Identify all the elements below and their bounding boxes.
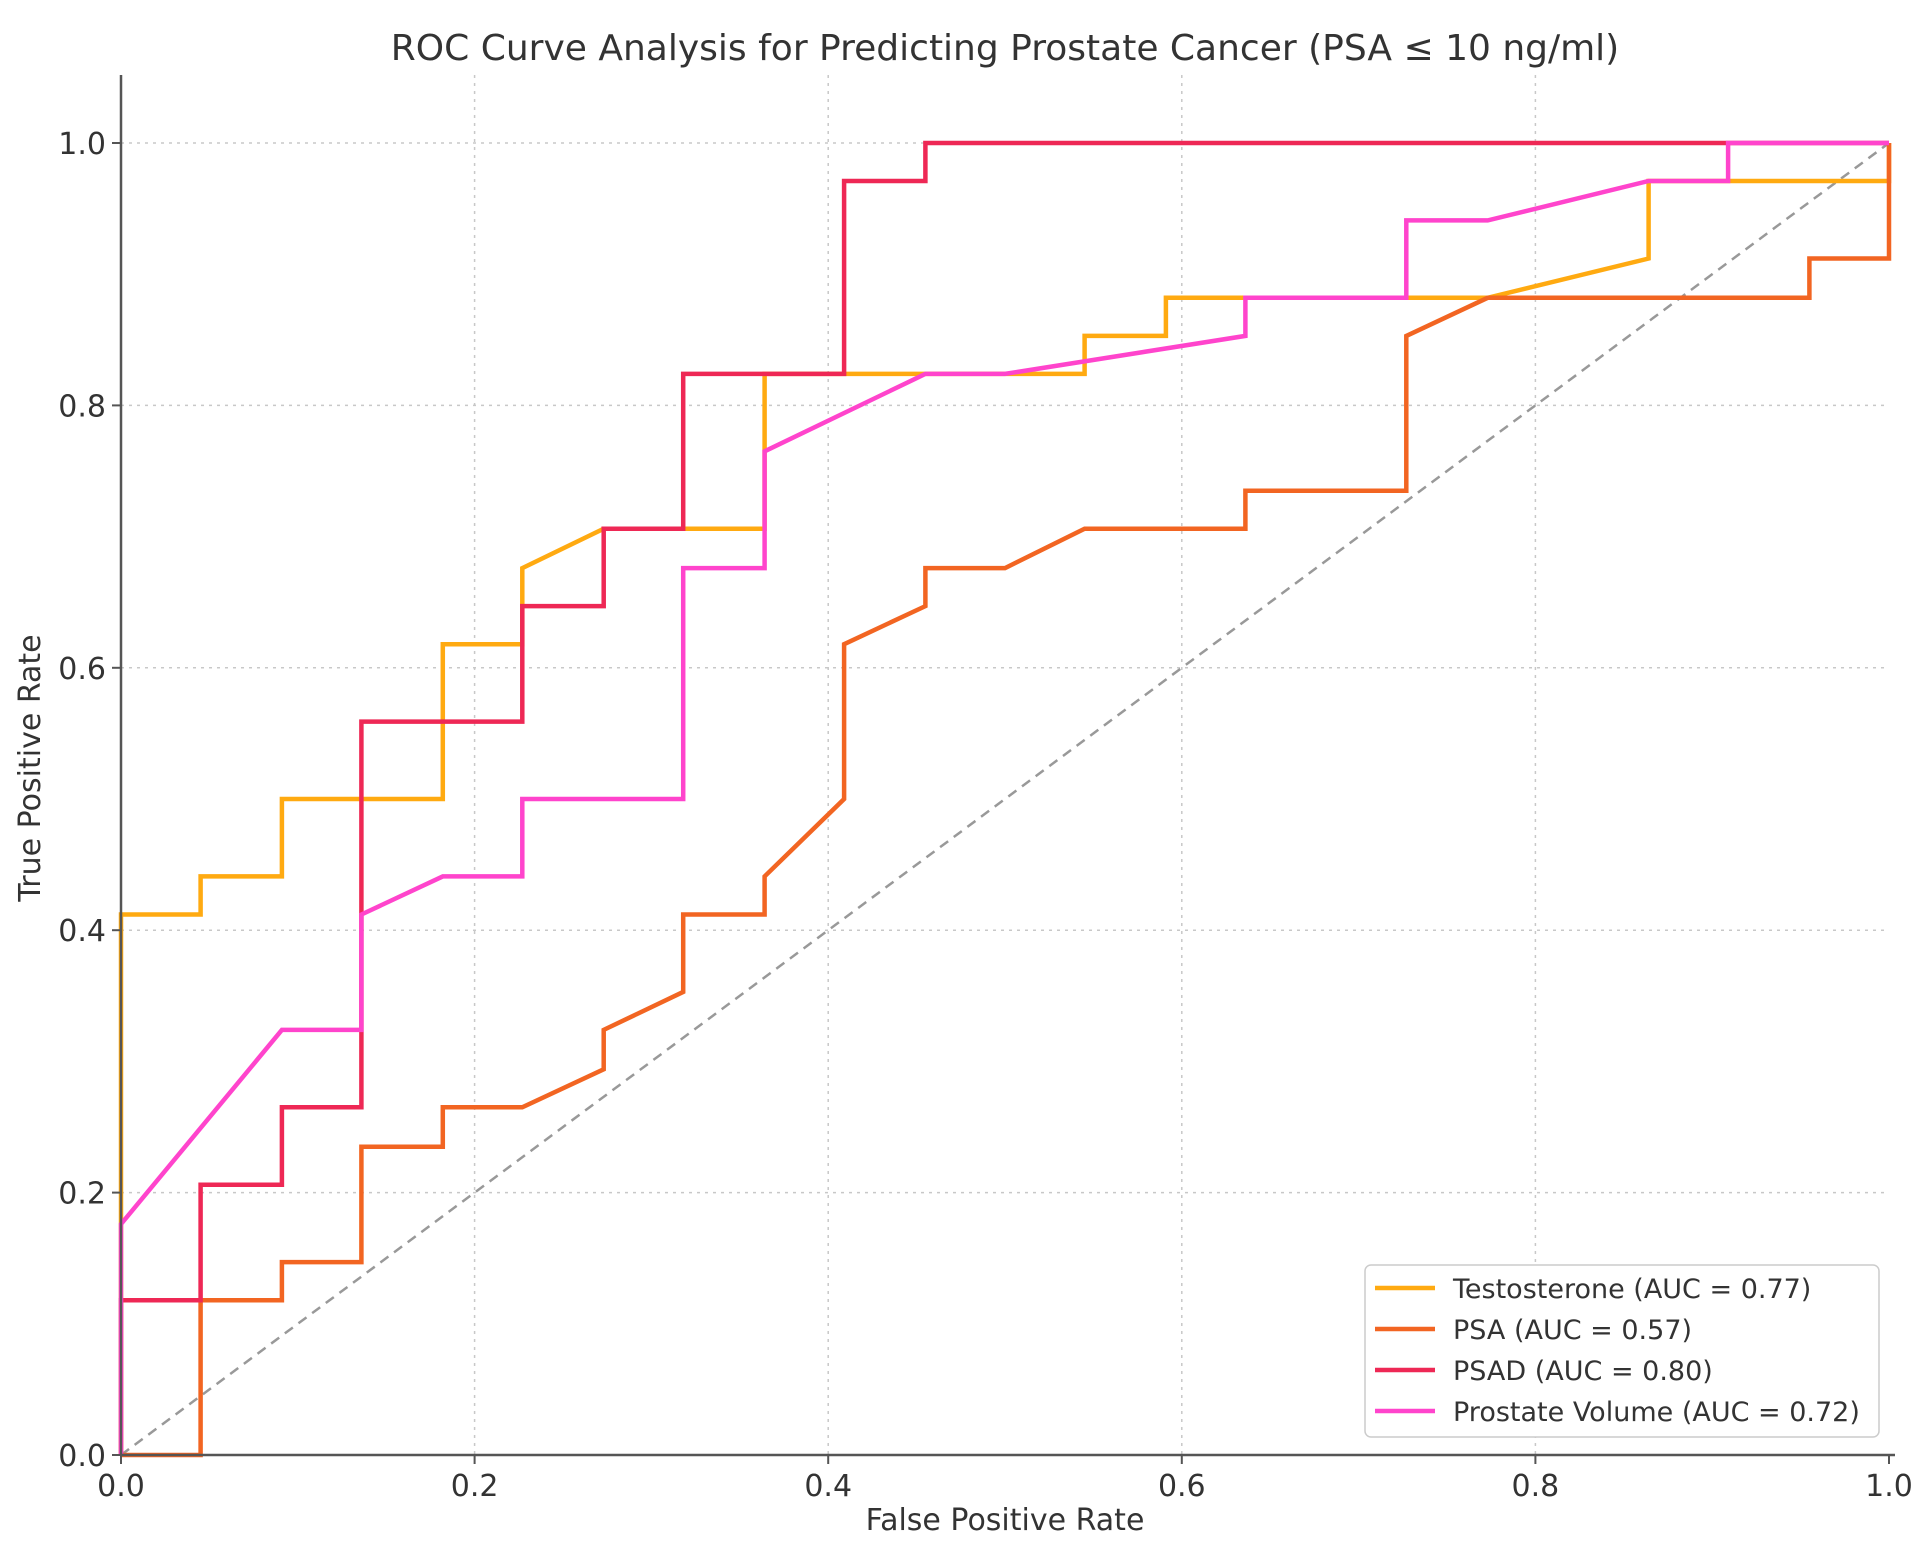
y-tick-label: 0.4 — [58, 914, 106, 949]
y-tick-label: 1.0 — [58, 127, 106, 162]
roc-curve-4 — [118, 140, 1889, 1455]
x-tick-label: 0.6 — [1158, 1469, 1206, 1504]
legend-label-1: Testosterone (AUC = 0.77) — [1452, 1274, 1811, 1305]
x-tick-label: 0.4 — [804, 1469, 852, 1504]
y-tick-label: 0.0 — [58, 1439, 106, 1474]
x-tick-label: 0.0 — [97, 1469, 145, 1504]
legend: Testosterone (AUC = 0.77) PSA (AUC = 0.57… — [1364, 1264, 1880, 1438]
y-tick-label: 0.2 — [58, 1177, 106, 1212]
x-tick-label: 0.2 — [451, 1469, 499, 1504]
chance-line — [120, 141, 1890, 1457]
roc-curve-2 — [121, 143, 1892, 1458]
x-axis-label: False Positive Rate — [866, 1503, 1145, 1538]
x-tick-label: 0.8 — [1512, 1469, 1560, 1504]
legend-box — [1364, 1264, 1880, 1438]
y-axis-label: True Positive Rate — [13, 634, 48, 902]
chart-title: ROC Curve Analysis for Predicting Prosta… — [391, 28, 1619, 69]
legend-label-3: PSAD (AUC = 0.80) — [1453, 1356, 1713, 1387]
legend-label-4: Prostate Volume (AUC = 0.72) — [1453, 1397, 1860, 1428]
y-tick-label: 0.8 — [58, 389, 106, 424]
grid-lines — [121, 75, 1889, 1455]
axes: 0.0 0.2 0.4 0.6 0.8 1.0 0.0 0.2 0.4 0.6 0.8 1.0 — [58, 75, 1913, 1504]
x-tick-label: 1.0 — [1865, 1469, 1913, 1504]
legend-label-2: PSA (AUC = 0.57) — [1453, 1315, 1692, 1346]
roc-curve-3 — [118, 140, 1889, 1455]
y-tick-label: 0.6 — [58, 652, 106, 687]
roc-curves — [118, 140, 1892, 1458]
